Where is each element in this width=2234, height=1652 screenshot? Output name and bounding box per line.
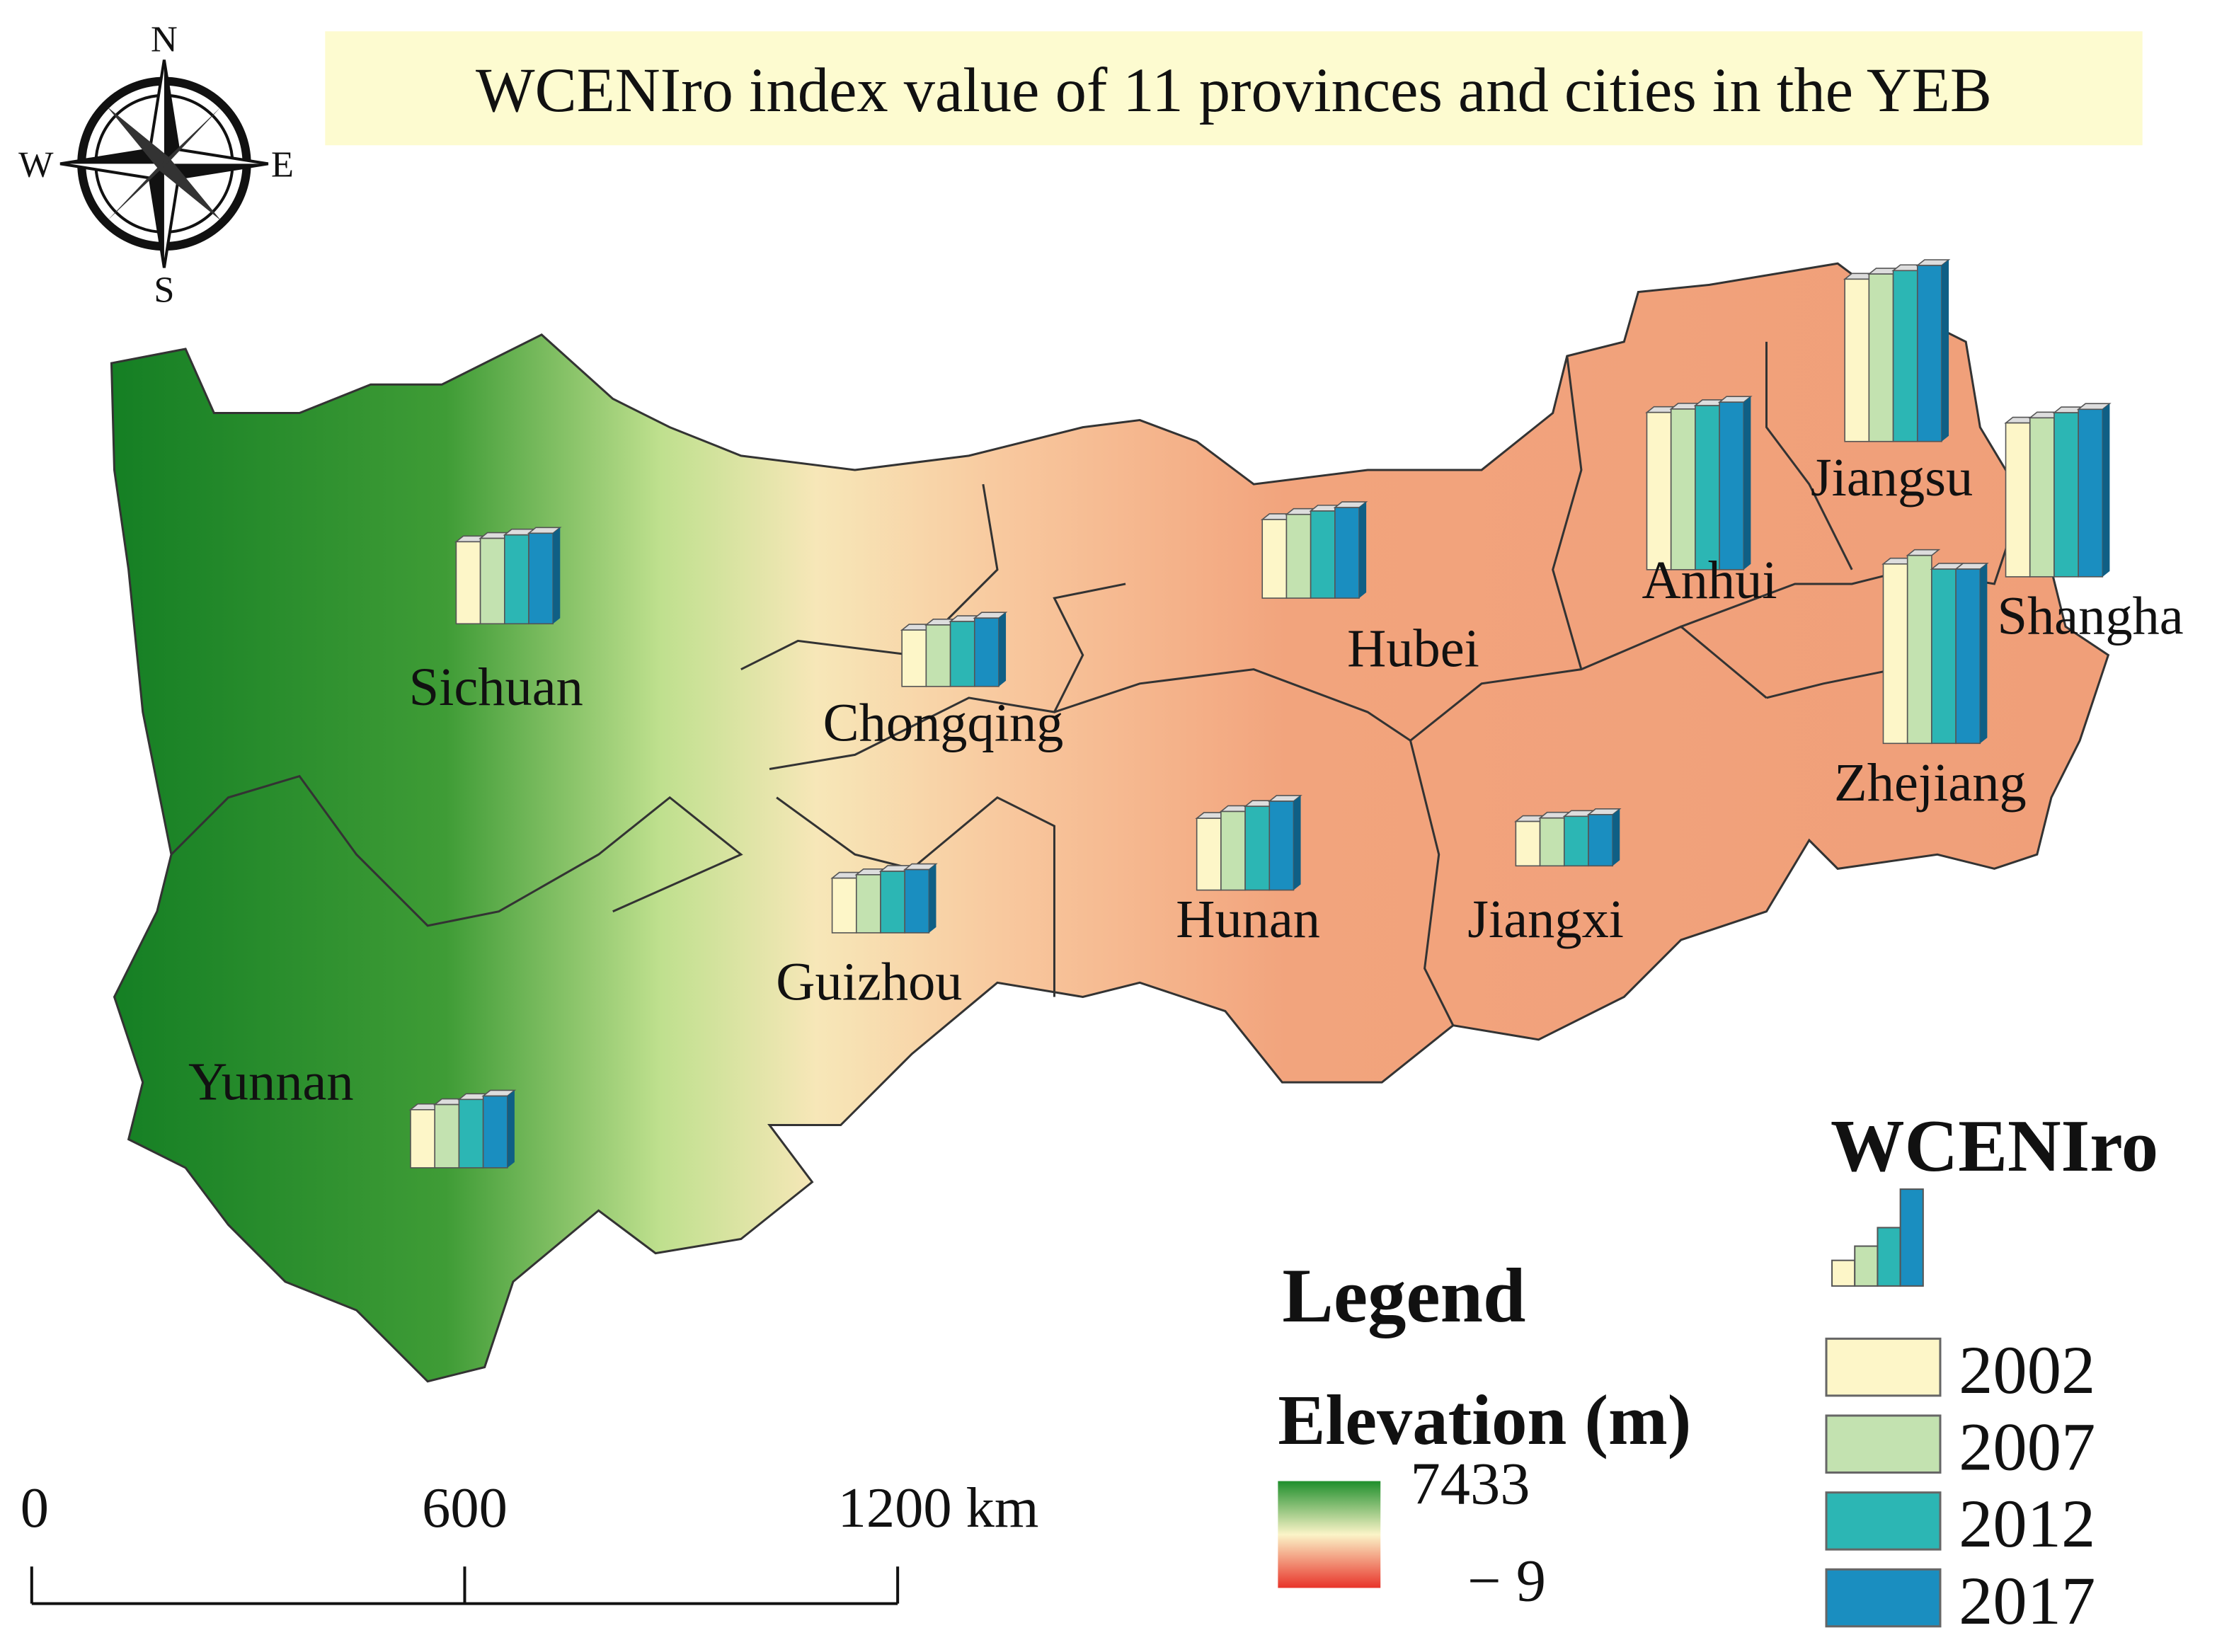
bar xyxy=(1285,513,1312,599)
bar xyxy=(1844,278,1870,442)
bar xyxy=(1892,270,1918,442)
scale-bar xyxy=(30,1566,900,1605)
province-label: Shangha xyxy=(1997,585,2183,646)
bar-side xyxy=(1980,563,1988,744)
bar xyxy=(482,1095,508,1169)
elevation-ramp xyxy=(1278,1481,1381,1588)
bar xyxy=(2029,417,2055,578)
legend-swatch xyxy=(1825,1337,1942,1397)
elevation-min: − 9 xyxy=(1467,1549,1546,1614)
bar-side xyxy=(1613,808,1620,866)
compass xyxy=(59,59,269,268)
province-label: Hubei xyxy=(1347,619,1479,679)
compass-west: W xyxy=(18,144,54,185)
scale-label: 1200 km xyxy=(838,1476,1039,1539)
legend-label: 2012 xyxy=(1959,1486,2095,1561)
legend-swatch xyxy=(1825,1491,1942,1551)
bar-side xyxy=(1743,396,1751,570)
bar xyxy=(904,868,930,934)
elevation-max: 7433 xyxy=(1410,1452,1530,1518)
bar-side xyxy=(998,612,1007,687)
bar-side xyxy=(1359,502,1367,599)
bar xyxy=(410,1108,436,1169)
bar xyxy=(1931,568,1957,745)
bar xyxy=(901,629,927,687)
bar xyxy=(1268,801,1295,891)
bar xyxy=(925,624,951,687)
compass-north: N xyxy=(151,18,178,59)
province-label: Guizhou xyxy=(776,951,962,1011)
borders xyxy=(170,341,2024,1026)
bar xyxy=(949,621,975,687)
bar xyxy=(1906,554,1932,745)
bar xyxy=(2005,422,2031,578)
bar xyxy=(1334,507,1360,599)
bar-side xyxy=(929,864,936,933)
index-icon xyxy=(1831,1188,1924,1287)
bar xyxy=(1646,411,1672,570)
bar xyxy=(1916,265,1942,442)
scale-label: 600 xyxy=(422,1476,508,1539)
bar-side xyxy=(2102,403,2110,577)
bar xyxy=(2078,408,2104,578)
province-label: Yunnan xyxy=(188,1051,354,1111)
region xyxy=(110,262,2110,1383)
index-title: WCENIro xyxy=(1831,1105,2158,1187)
province-label: Jiangsu xyxy=(1811,447,1973,507)
bar xyxy=(1310,510,1336,599)
bar xyxy=(1261,519,1288,599)
bar xyxy=(2053,412,2079,578)
bar xyxy=(455,541,481,625)
bar-side xyxy=(1293,795,1301,890)
province-label: Anhui xyxy=(1642,550,1777,610)
province-label: Zhejiang xyxy=(1834,752,2027,813)
legend-label: 2002 xyxy=(1959,1332,2095,1408)
compass-east: E xyxy=(271,144,294,185)
bar xyxy=(973,617,999,687)
bar xyxy=(1588,814,1614,867)
bar xyxy=(1882,563,1908,745)
bar xyxy=(880,871,906,934)
title: WCENIro index value of 11 provinces and … xyxy=(476,56,1992,125)
bar xyxy=(1196,818,1222,891)
bar xyxy=(479,537,505,625)
bar xyxy=(528,532,554,625)
bar xyxy=(1563,815,1589,867)
bar xyxy=(1220,810,1246,891)
bar xyxy=(1539,817,1565,867)
bar xyxy=(458,1099,484,1169)
bar xyxy=(1695,405,1720,570)
legend-swatch xyxy=(1825,1568,1942,1628)
bar xyxy=(504,534,529,625)
bar-side xyxy=(553,527,561,624)
title-box xyxy=(325,31,2143,146)
bar xyxy=(1244,805,1271,891)
province-label: Sichuan xyxy=(409,657,583,717)
legend-swatch xyxy=(1825,1414,1942,1474)
legend-title: Legend xyxy=(1282,1253,1525,1338)
bar-side xyxy=(507,1090,515,1168)
bar xyxy=(1670,408,1696,570)
province-label: Chongqing xyxy=(823,692,1064,752)
bar xyxy=(1868,273,1894,442)
bar xyxy=(1515,820,1541,867)
scale-label: 0 xyxy=(21,1476,49,1539)
bar xyxy=(434,1103,460,1169)
compass-south: S xyxy=(154,270,174,311)
bar-side xyxy=(1941,260,1949,442)
legend-label: 2017 xyxy=(1959,1563,2095,1639)
province-label: Jiangxi xyxy=(1467,889,1624,949)
bar xyxy=(1955,568,1981,745)
province-label: Hunan xyxy=(1176,889,1320,949)
elevation-title: Elevation (m) xyxy=(1278,1380,1691,1459)
bar xyxy=(1719,401,1745,570)
legend-label: 2007 xyxy=(1959,1409,2095,1484)
bar xyxy=(855,874,881,934)
bar xyxy=(831,877,857,934)
